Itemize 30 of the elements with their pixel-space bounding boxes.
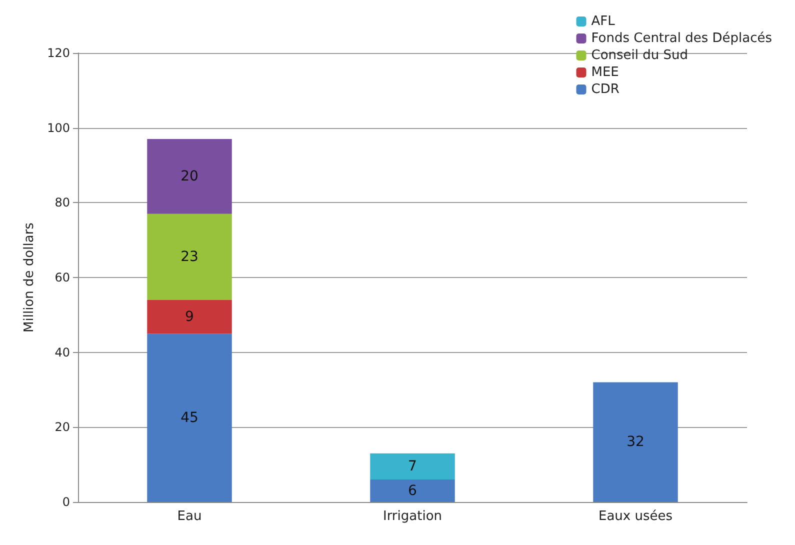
bar [593,382,678,502]
legend-label: AFL [591,14,616,29]
y-axis-title: Million de dollars [22,222,37,332]
x-tick-label: Eau [177,509,202,524]
data-label: 6 [408,482,418,499]
y-tick-label: 60 [54,270,70,284]
bar [370,453,455,480]
bar [147,334,232,502]
legend-label: MEE [591,65,619,80]
data-label: 45 [180,410,198,426]
bar [370,480,455,502]
bar [147,214,232,300]
legend-label: Fonds Central des Déplacés [591,31,772,46]
y-tick-label: 20 [54,420,70,434]
data-label: 32 [626,434,644,450]
legend-label: CDR [591,82,620,97]
y-tick-label: 80 [54,196,70,210]
y-tick-label: 0 [62,495,70,509]
x-tick-label: Eaux usées [598,509,673,524]
y-tick-label: 40 [54,345,70,360]
data-label: 23 [180,248,198,265]
legend-label: Conseil du Sud [591,48,688,63]
data-label: 20 [180,168,198,184]
y-tick-label: 100 [47,120,70,135]
bar [147,300,232,334]
y-tick-label: 120 [47,46,70,60]
data-label: 9 [185,308,194,325]
x-tick-label: Irrigation [382,509,442,524]
bar [147,139,232,214]
data-label: 7 [408,458,417,474]
